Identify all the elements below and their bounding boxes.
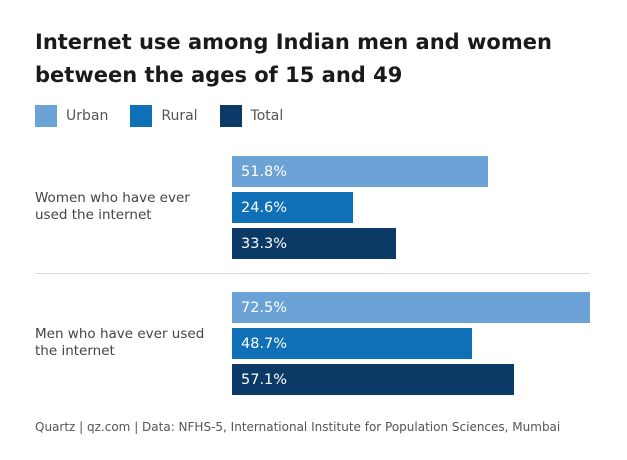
chart-title: Internet use among Indian men and women … (35, 30, 552, 87)
category-label-women: Women who have ever used the internet (35, 190, 190, 223)
legend-label-total: Total (250, 108, 284, 124)
legend-swatch-rural (130, 105, 153, 127)
data-label-women-rural: 24.6% (241, 199, 288, 216)
data-label-women-total: 33.3% (241, 235, 288, 252)
data-label-men-rural: 48.7% (241, 335, 288, 352)
data-label-men-urban: 72.5% (241, 299, 288, 316)
bar-men-rural: 48.7% (232, 328, 473, 359)
group-divider (35, 273, 590, 274)
source-note: Quartz | qz.com | Data: NFHS-5, Internat… (35, 420, 561, 434)
legend-swatch-total (219, 105, 242, 127)
data-label-men-total: 57.1% (241, 371, 288, 388)
legend-swatch-urban (35, 105, 57, 127)
bar-women-rural: 24.6% (232, 192, 354, 223)
data-label-women-urban: 51.8% (241, 163, 288, 180)
bar-men-urban: 72.5% (232, 292, 590, 323)
legend-item-rural: Rural (130, 105, 198, 127)
bar-men-total: 57.1% (232, 364, 514, 395)
legend-item-urban: Urban (35, 105, 108, 127)
bar-women-total: 33.3% (232, 228, 397, 259)
chart-legend: Urban Rural Total (35, 105, 305, 127)
legend-label-rural: Rural (161, 108, 198, 124)
legend-item-total: Total (219, 105, 284, 127)
bar-women-urban: 51.8% (232, 156, 488, 187)
category-label-men: Men who have ever used the internet (35, 326, 205, 359)
legend-label-urban: Urban (66, 108, 109, 124)
